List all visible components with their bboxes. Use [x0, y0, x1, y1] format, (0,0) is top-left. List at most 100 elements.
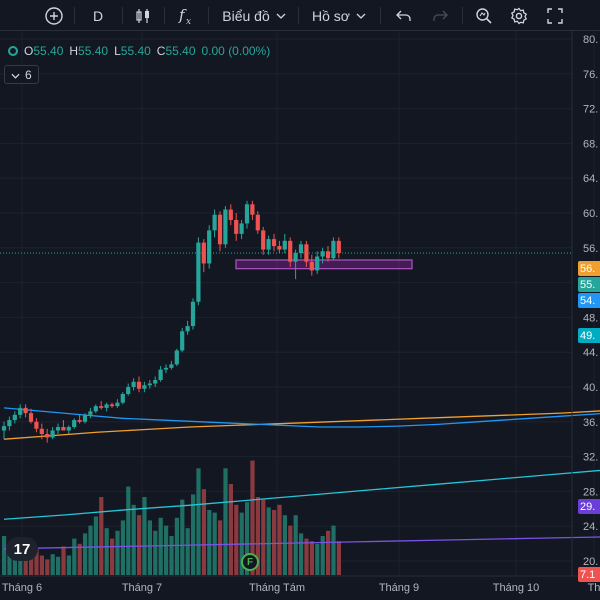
- candle-body: [120, 393, 125, 403]
- moving-averages: [3, 407, 600, 550]
- candle: [163, 364, 169, 374]
- candle: [196, 237, 201, 306]
- volume-bar: [7, 549, 12, 575]
- chart-style-button[interactable]: [130, 3, 156, 28]
- candle: [228, 204, 233, 226]
- volume-bar: [207, 510, 212, 575]
- candle: [255, 211, 260, 234]
- price-tick-label: 72.: [583, 104, 598, 116]
- candle: [142, 381, 147, 393]
- candle-body: [50, 430, 55, 438]
- candle-body: [77, 420, 82, 422]
- volume-bar: [137, 515, 142, 575]
- volume-bar: [39, 555, 44, 575]
- candle: [169, 360, 174, 370]
- candle: [261, 226, 266, 255]
- profile-label: Hồ sơ: [312, 7, 350, 24]
- candle: [158, 366, 163, 382]
- candle-body: [207, 230, 212, 264]
- symbol-status-icon: [8, 46, 18, 56]
- candle: [309, 254, 314, 276]
- settings-button[interactable]: [507, 3, 531, 28]
- close-label: C: [156, 44, 166, 58]
- tradingview-logo[interactable]: 17: [6, 537, 38, 561]
- candle-body: [250, 204, 255, 215]
- low-label: L: [114, 44, 121, 58]
- candle: [45, 428, 50, 443]
- volume-bar: [180, 499, 185, 575]
- volume-bar: [147, 520, 152, 575]
- support-zone-rectangle[interactable]: [235, 259, 413, 270]
- price-tick-label: 60.: [583, 208, 598, 220]
- candle-body: [282, 240, 287, 250]
- ma-blue-line: [3, 407, 600, 428]
- candle: [304, 240, 309, 267]
- volume-bar: [164, 525, 169, 575]
- candle-body: [223, 209, 228, 245]
- open-value: 55.40: [33, 44, 64, 58]
- candle-body: [217, 214, 223, 245]
- price-tick-label: 40.: [583, 382, 598, 394]
- volume-bar: [218, 520, 223, 575]
- chart-canvas[interactable]: 80.76.72.68.64.60.56.52.48.44.40.36.32.2…: [0, 31, 600, 600]
- volume-bar: [250, 460, 255, 575]
- price-axis: 80.76.72.68.64.60.56.52.48.44.40.36.32.2…: [583, 34, 598, 568]
- volume-bar: [2, 536, 7, 575]
- volume-bar: [212, 512, 217, 575]
- candle: [39, 423, 44, 440]
- candle: [120, 392, 125, 405]
- candle-body: [174, 350, 179, 365]
- candle: [331, 237, 336, 260]
- candle-body: [325, 251, 331, 259]
- profile-dropdown[interactable]: Hồ sơ: [308, 3, 370, 28]
- candle: [288, 237, 293, 267]
- volume-bar: [115, 530, 120, 575]
- candle-body: [28, 413, 34, 422]
- candle: [34, 418, 39, 433]
- volume-bar: [88, 525, 93, 575]
- candle: [201, 239, 206, 273]
- price-tick-label: 80.: [583, 34, 598, 46]
- open-label: O: [24, 44, 34, 58]
- undo-button[interactable]: [392, 3, 416, 28]
- zoom-button[interactable]: [472, 3, 496, 28]
- candle-body: [180, 331, 185, 351]
- price-tick-label: 32.: [583, 452, 598, 464]
- price-tick-label: 56.: [583, 243, 598, 255]
- event-marker[interactable]: F: [241, 553, 259, 571]
- volume-bar: [228, 484, 233, 575]
- candle: [212, 209, 217, 238]
- change-value: 0.00 (0.00%): [201, 44, 271, 58]
- interval-button[interactable]: D: [84, 3, 112, 28]
- volume-bar: [185, 528, 190, 575]
- candle: [180, 327, 185, 353]
- candle-body: [34, 421, 39, 429]
- candle-body: [72, 420, 77, 428]
- volume-bar: [223, 468, 228, 575]
- layout-dropdown[interactable]: Biểu đồ: [218, 3, 290, 28]
- indicators-toggle[interactable]: 6: [4, 65, 39, 84]
- interval-label: D: [92, 7, 104, 24]
- price-tick-label: 36.: [583, 417, 598, 429]
- candle-body: [18, 407, 23, 415]
- volume-bar: [191, 494, 196, 575]
- volume-bar: [336, 541, 341, 575]
- candle-body: [55, 427, 61, 431]
- volume-bar: [234, 504, 239, 575]
- volume-bar: [142, 497, 147, 575]
- time-tick-label: Tháng 10: [493, 582, 539, 594]
- candle: [174, 348, 179, 367]
- add-symbol-button[interactable]: [42, 3, 66, 28]
- candle: [282, 233, 287, 254]
- candle: [109, 402, 115, 408]
- volume-bar: [93, 516, 98, 575]
- volume-bar: [131, 504, 136, 575]
- fullscreen-button[interactable]: [543, 3, 567, 28]
- price-tick-label: 20.: [583, 556, 598, 568]
- volume-bar: [169, 536, 174, 575]
- candle-body: [136, 381, 142, 389]
- low-value: 55.40: [120, 44, 151, 58]
- redo-button[interactable]: [428, 3, 452, 28]
- candle-body: [320, 251, 325, 257]
